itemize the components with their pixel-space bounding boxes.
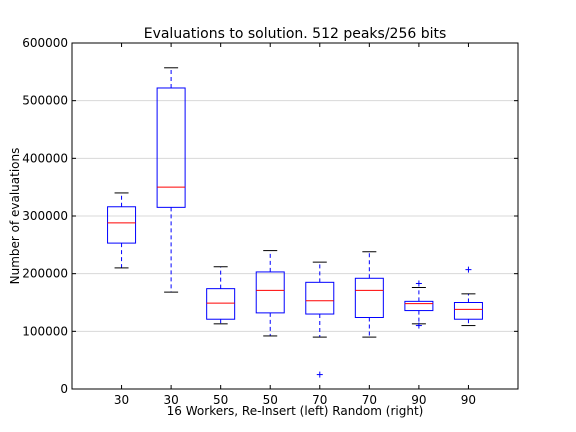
y-tick-label: 500000 [22, 94, 68, 108]
chart-title: Evaluations to solution. 512 peaks/256 b… [144, 26, 447, 42]
y-tick-label: 200000 [22, 267, 68, 281]
y-tick-label: 100000 [22, 324, 68, 338]
y-axis-label: Number of evaluations [8, 148, 22, 285]
y-tick-label: 400000 [22, 151, 68, 165]
x-tick-label: 90 [461, 393, 476, 407]
y-tick-label: 600000 [22, 36, 68, 50]
y-tick-label: 0 [60, 382, 68, 396]
x-tick-label: 30 [114, 393, 129, 407]
y-tick-label: 300000 [22, 209, 68, 223]
x-axis-label: 16 Workers, Re-Insert (left) Random (rig… [167, 404, 424, 418]
